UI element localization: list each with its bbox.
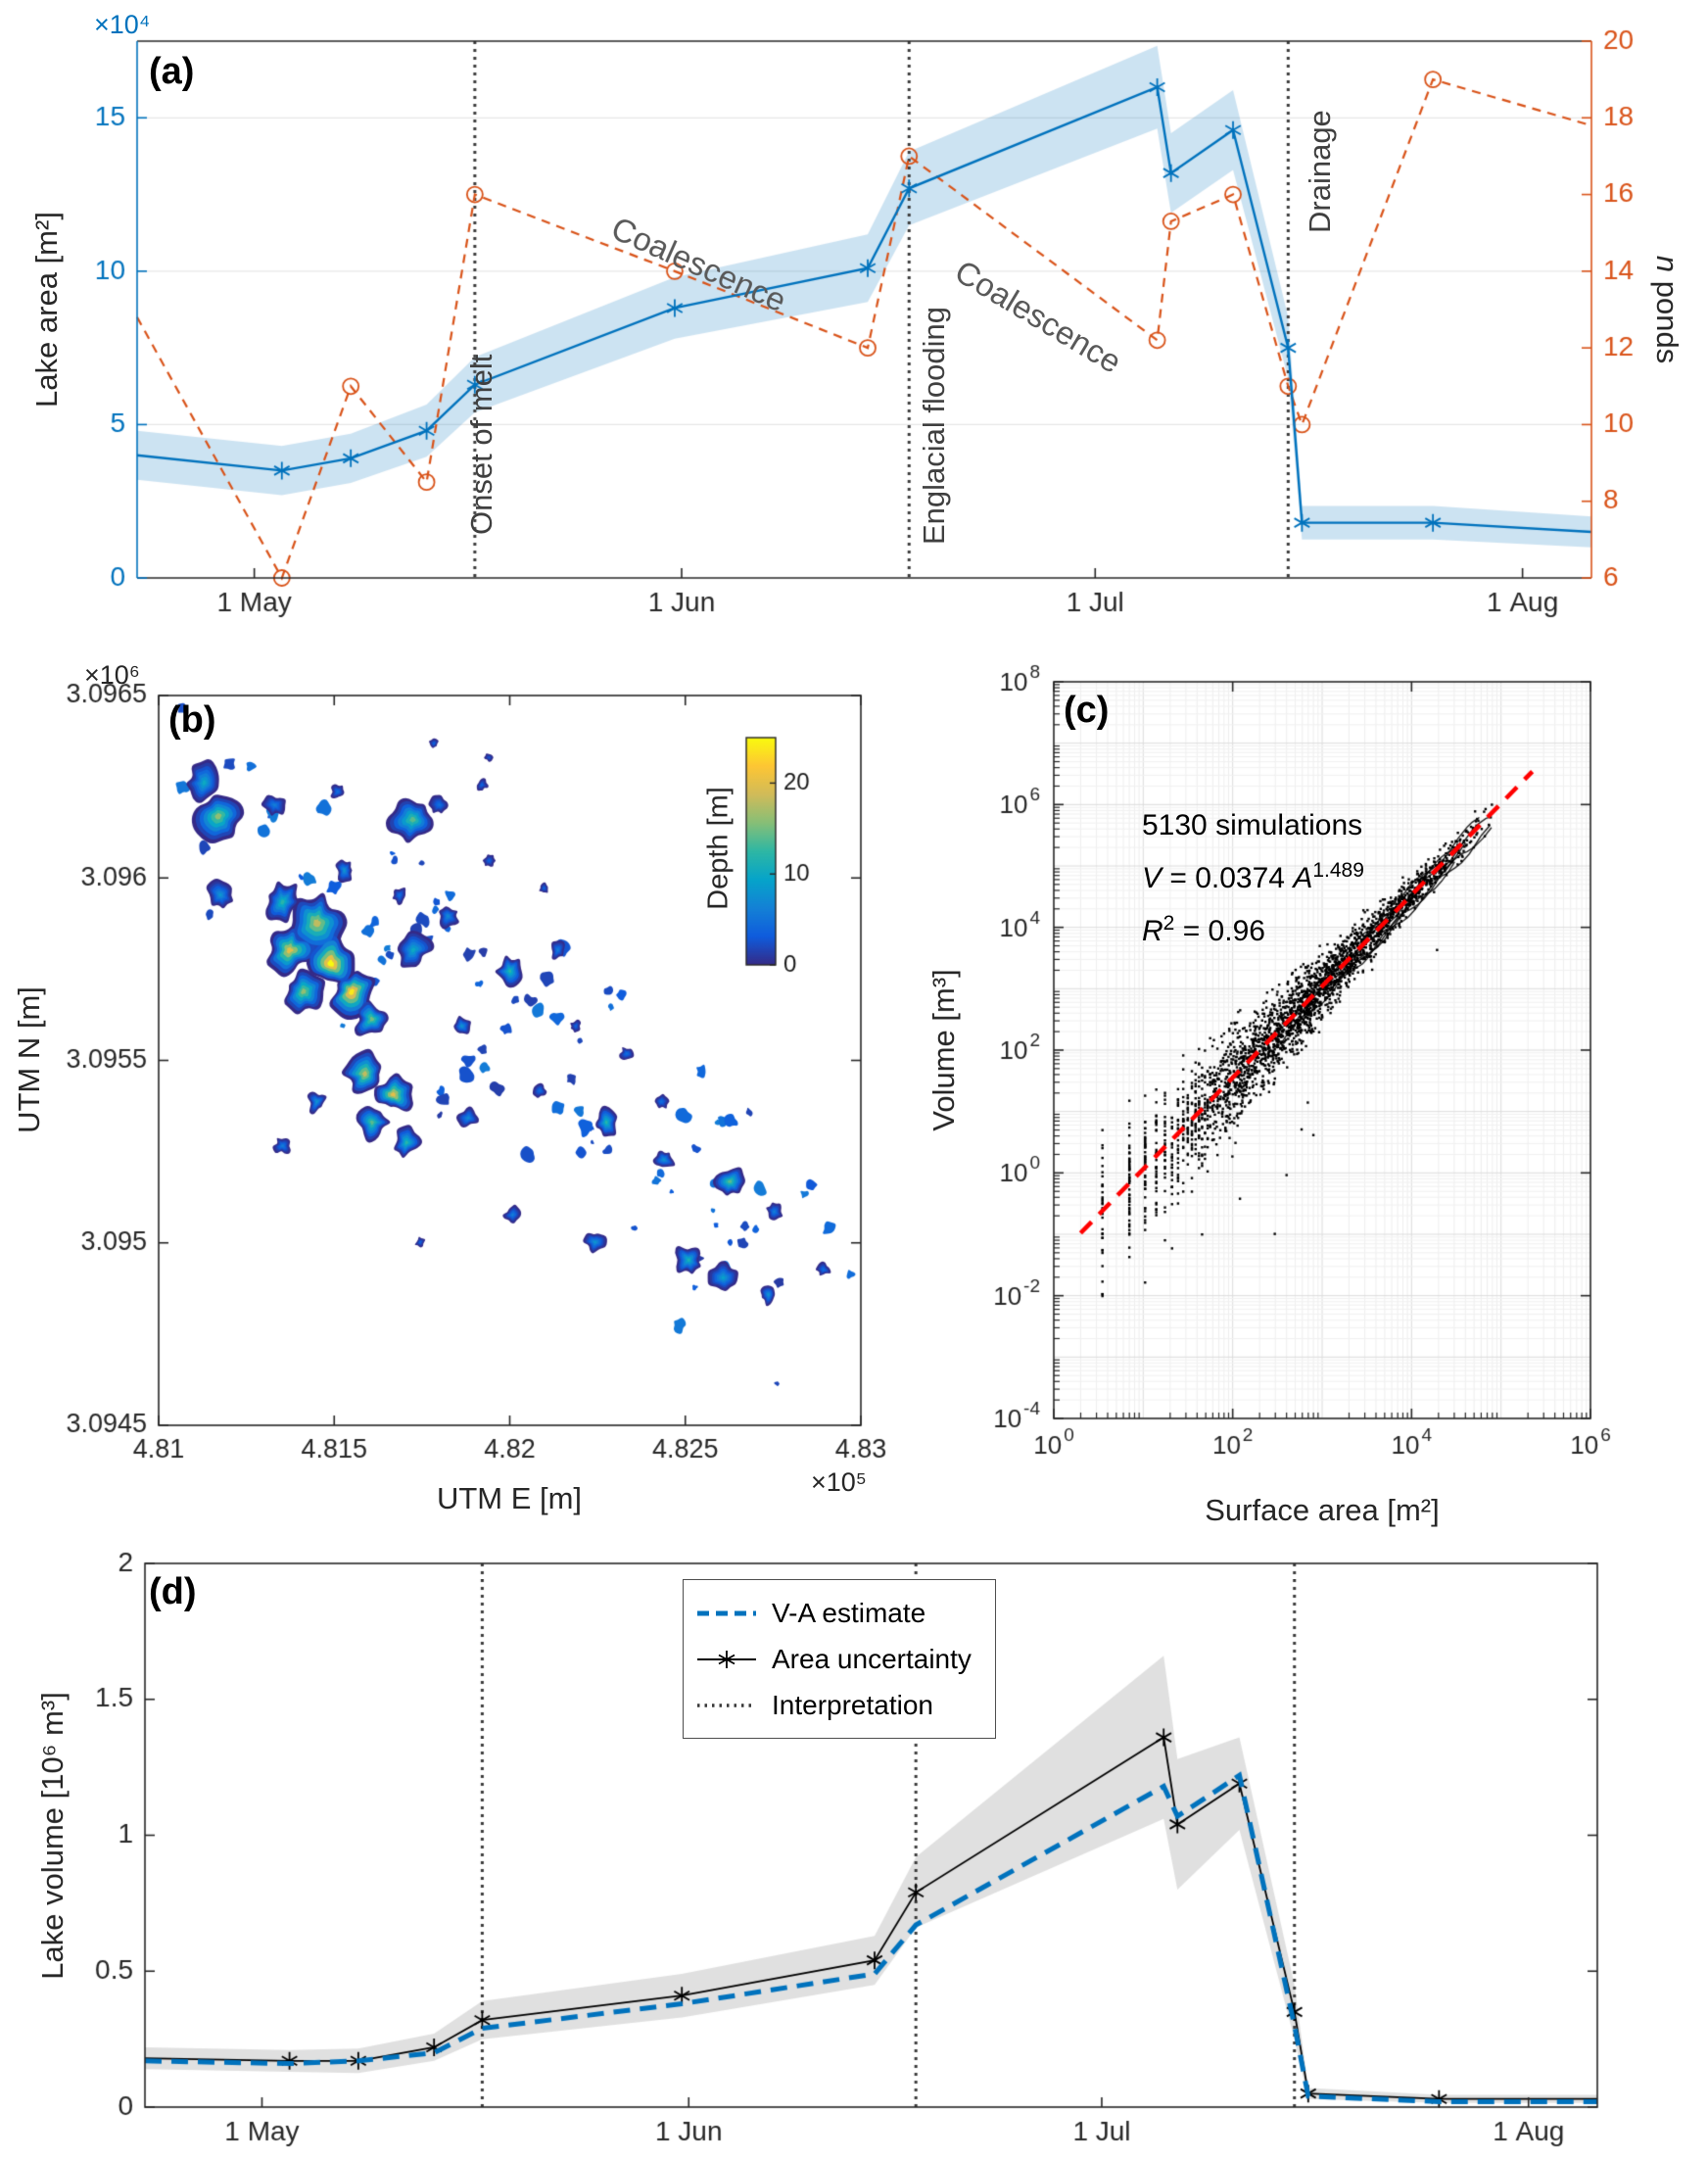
- fit-equation-text: V = 0.0374 A1.489: [1142, 848, 1364, 901]
- r-value: = 0.96: [1174, 915, 1265, 947]
- panel-c-scatter-canvas: [911, 647, 1708, 1518]
- panel-c-ylabel: Volume [m³]: [926, 969, 961, 1131]
- n-ponds-italic-n: n: [1650, 255, 1684, 273]
- panel-b-depth-map-canvas: [0, 647, 970, 1518]
- area-uncertainty-asterisk-line-symbol: [697, 1650, 756, 1668]
- r-sup: 2: [1162, 912, 1175, 935]
- panel-b-y-exponent: ×10⁶: [84, 660, 140, 690]
- panel-b-x-exponent: ×10⁵: [811, 1467, 867, 1497]
- panel-b-xlabel: UTM E [m]: [436, 1481, 583, 1515]
- eq-v: V: [1142, 862, 1162, 894]
- legend: V-A estimate Area uncertainty Interpreta…: [683, 1579, 996, 1739]
- legend-label-interpretation: Interpretation: [772, 1689, 933, 1720]
- panel-c-xlabel: Surface area [m²]: [1205, 1493, 1440, 1527]
- panel-b-ylabel: UTM N [m]: [12, 986, 46, 1133]
- panel-b-label: (b): [168, 699, 216, 741]
- legend-item-va-estimate: V-A estimate: [695, 1590, 972, 1636]
- panel-a-ylabel-right: n ponds: [1649, 256, 1684, 363]
- colorbar-depth-label: Depth [m]: [702, 787, 735, 910]
- annotation-drainage: Drainage: [1303, 110, 1337, 233]
- legend-item-interpretation: Interpretation: [695, 1682, 972, 1728]
- panel-d-ylabel: Lake volume [10⁶ m³]: [35, 1692, 70, 1980]
- panel-a-timeseries-canvas: [0, 0, 1708, 647]
- legend-item-area-uncertainty: Area uncertainty: [695, 1636, 972, 1682]
- interpretation-dotted-line-symbol: [697, 1703, 756, 1707]
- panel-a-label: (a): [149, 51, 195, 92]
- fit-annotation: 5130 simulations V = 0.0374 A1.489 R2 = …: [1142, 803, 1364, 954]
- panel-a-ylabel-left: Lake area [m²]: [29, 212, 64, 408]
- va-estimate-dashed-line-symbol: [697, 1610, 756, 1615]
- panel-d-label: (d): [149, 1571, 197, 1612]
- eq-a: A: [1293, 862, 1313, 894]
- legend-label-va-estimate: V-A estimate: [772, 1597, 926, 1628]
- simulations-count-text: 5130 simulations: [1142, 809, 1363, 841]
- eq-exponent: 1.489: [1312, 859, 1364, 882]
- eq-mid: = 0.0374: [1162, 862, 1294, 894]
- annotation-englacial-flooding: Englacial flooding: [917, 306, 951, 545]
- n-ponds-rest: ponds: [1650, 272, 1684, 364]
- annotation-onset-of-melt: Onset of melt: [464, 354, 498, 535]
- r-squared-text: R2 = 0.96: [1142, 901, 1364, 954]
- r-symbol: R: [1142, 915, 1163, 947]
- panel-c-label: (c): [1064, 690, 1110, 731]
- panel-a-y-exponent: ×10⁴: [94, 10, 151, 39]
- legend-label-area-uncertainty: Area uncertainty: [772, 1643, 972, 1674]
